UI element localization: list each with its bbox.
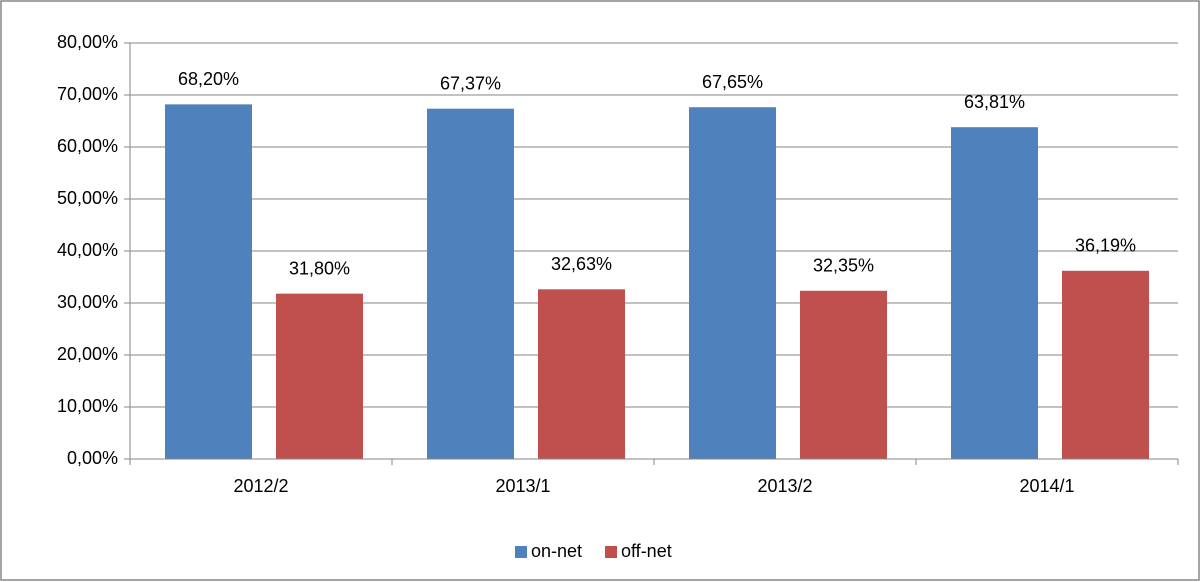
bar [165,104,252,460]
x-tick-label: 2013/2 [757,476,812,496]
x-tick-label: 2013/1 [495,476,550,496]
legend-swatch [605,546,617,558]
data-label: 67,37% [440,73,501,93]
bar [538,289,625,459]
y-tick-label: 80,00% [57,32,118,52]
bar [276,293,363,459]
y-tick-label: 0,00% [67,448,118,468]
data-label: 31,80% [289,258,350,278]
data-label: 32,63% [551,254,612,274]
bar [427,108,514,460]
bar [800,290,887,459]
y-tick-label: 50,00% [57,188,118,208]
data-label: 32,35% [813,256,874,276]
legend-label: off-net [621,541,672,561]
y-tick-label: 10,00% [57,396,118,416]
legend-swatch [515,546,527,558]
bar [1062,270,1149,459]
data-label: 67,65% [702,72,763,92]
y-tick-label: 20,00% [57,344,118,364]
y-tick-label: 40,00% [57,240,118,260]
y-tick-label: 60,00% [57,136,118,156]
data-label: 63,81% [964,92,1025,112]
y-tick-label: 70,00% [57,84,118,104]
data-label: 68,20% [178,69,239,89]
x-tick-label: 2014/1 [1019,476,1074,496]
bar [689,107,776,459]
y-tick-label: 30,00% [57,292,118,312]
x-tick-label: 2012/2 [233,476,288,496]
legend-label: on-net [531,541,582,561]
data-label: 36,19% [1075,236,1136,256]
bar [951,127,1038,460]
